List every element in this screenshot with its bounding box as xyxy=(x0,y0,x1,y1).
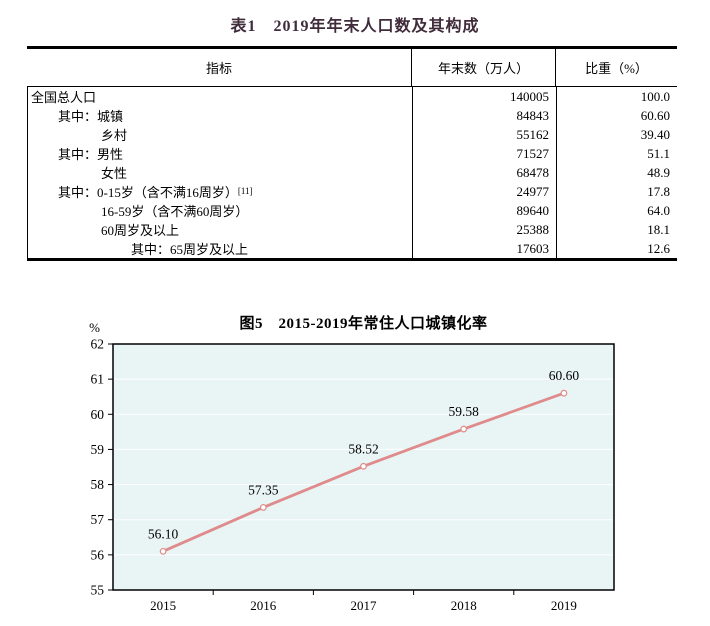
table-row: 16-59岁（含不满60周岁） 89640 64.0 xyxy=(28,201,677,220)
y-tick-label: 58 xyxy=(91,477,105,492)
row-share-value: 64.0 xyxy=(647,202,670,218)
row-yearend-value: 89640 xyxy=(413,201,557,220)
row-share-value: 39.40 xyxy=(640,126,670,142)
data-label: 56.10 xyxy=(148,526,179,541)
y-tick-label: 59 xyxy=(91,442,105,457)
row-yearend-value: 24977 xyxy=(413,182,557,201)
col-header-indicator: 指标 xyxy=(27,49,412,86)
row-indicator-label: 其中：男性 xyxy=(28,144,413,163)
row-share-value: 18.1 xyxy=(647,221,670,237)
data-point-2019 xyxy=(560,389,568,397)
x-tick-label: 2018 xyxy=(451,598,477,613)
data-label: 57.35 xyxy=(248,482,279,497)
data-point-2018 xyxy=(460,425,468,433)
urbanization-rate-chart: 55 56 57 58 59 60 61 62 2015 2016 2017 2018 2019 56.1… xyxy=(91,337,615,613)
row-share-value: 17.8 xyxy=(647,183,670,199)
col-header-yearend-count: 年末数（万人） xyxy=(412,49,556,86)
col-header-share: 比重（%） xyxy=(585,61,648,76)
table-row: 女性 68478 48.9 xyxy=(28,163,677,182)
row-yearend-value: 71527 xyxy=(413,144,557,163)
y-tick-label: 55 xyxy=(91,583,105,598)
x-tick-label: 2016 xyxy=(250,598,277,613)
y-axis-unit-label: % xyxy=(89,320,100,335)
table-row: 其中：男性 71527 51.1 xyxy=(28,144,677,163)
table-row: 全国总人口 140005 100.0 xyxy=(28,87,677,106)
row-indicator-label: 女性 xyxy=(28,163,413,182)
row-yearend-value: 140005 xyxy=(413,87,557,106)
table-header-row: 指标 年末数（万人） 比重（%） xyxy=(27,49,677,87)
row-indicator-label: 乡村 xyxy=(28,125,413,144)
data-point-2017 xyxy=(360,462,367,470)
x-tick-label: 2017 xyxy=(351,598,378,613)
table-row: 60周岁及以上 25388 18.1 xyxy=(28,220,677,239)
table-row: 其中：城镇 84843 60.60 xyxy=(28,106,677,125)
y-tick-label: 62 xyxy=(91,337,105,352)
row-indicator-label: 其中：城镇 xyxy=(28,106,413,125)
table-row: 其中：65周岁及以上 17603 12.6 xyxy=(28,239,677,258)
row-yearend-value: 84843 xyxy=(413,106,557,125)
row-share-value: 51.1 xyxy=(647,145,670,161)
y-tick-label: 61 xyxy=(91,372,105,387)
y-tick-label: 60 xyxy=(91,407,105,422)
data-label: 60.60 xyxy=(549,368,580,383)
row-indicator-label: 16-59岁（含不满60周岁） xyxy=(28,201,413,220)
row-share-value: 100.0 xyxy=(640,88,670,104)
chart-title: 图5 2015-2019年常住人口城镇化率 xyxy=(239,316,488,332)
table-row: 其中：0-15岁（含不满16周岁） [11] 24977 17.8 xyxy=(28,182,677,201)
x-tick-label: 2015 xyxy=(150,598,176,613)
data-label: 59.58 xyxy=(449,404,480,419)
row-indicator-label: 60周岁及以上 xyxy=(28,220,413,239)
row-share-value: 48.9 xyxy=(647,164,670,180)
row-indicator-label: 其中：65周岁及以上 xyxy=(28,239,413,258)
row-yearend-value: 68478 xyxy=(413,163,557,182)
row-share-value: 12.6 xyxy=(647,240,670,256)
table-title: 表1 2019年年末人口数及其构成 xyxy=(230,18,480,35)
row-share-value: 60.60 xyxy=(640,107,670,123)
data-label: 58.52 xyxy=(348,441,378,456)
population-table: 指标 年末数（万人） 比重（%） 全国总人口 140005 100.0 其中：城镇 84… xyxy=(27,46,677,261)
row-indicator-label: 全国总人口 xyxy=(28,87,413,106)
row-yearend-value: 55162 xyxy=(413,125,557,144)
table-body: 全国总人口 140005 100.0 其中：城镇 84843 60.60 乡村 55162 39… xyxy=(27,87,677,258)
data-point-2016 xyxy=(259,504,267,511)
row-yearend-value: 17603 xyxy=(413,239,557,258)
footnote-marker: [11] xyxy=(237,186,253,196)
y-tick-label: 57 xyxy=(91,512,105,527)
data-point-2015 xyxy=(159,547,167,555)
row-yearend-value: 25388 xyxy=(413,220,557,239)
row-indicator-label: 其中：0-15岁（含不满16周岁） [11] xyxy=(28,182,413,201)
x-tick-label: 2019 xyxy=(551,598,577,613)
table-row: 乡村 55162 39.40 xyxy=(28,125,677,144)
y-tick-label: 56 xyxy=(91,547,105,562)
